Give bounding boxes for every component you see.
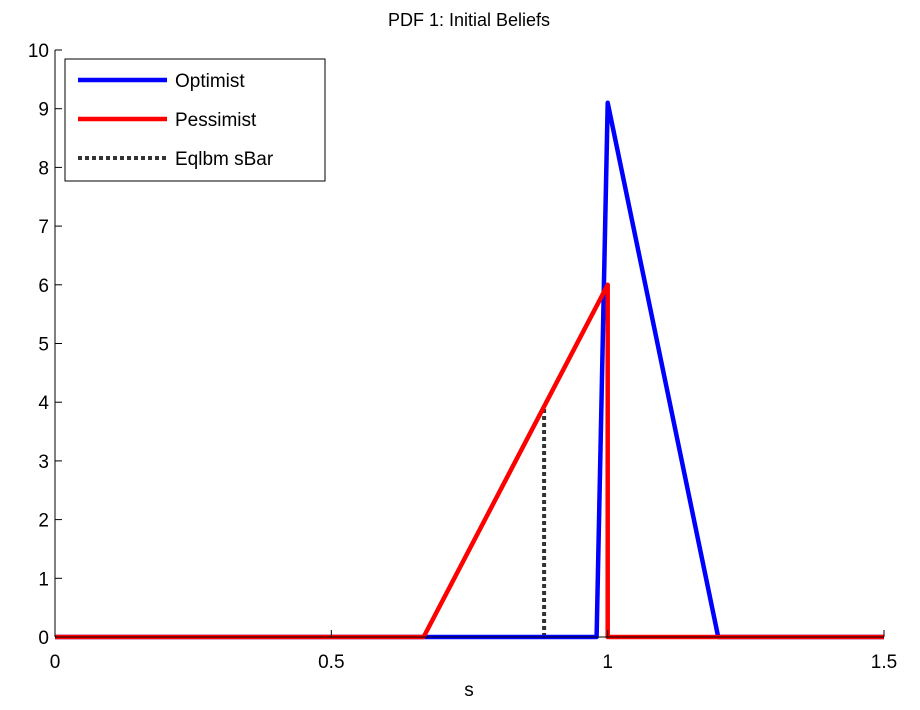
- x-tick-label: 0: [50, 652, 61, 673]
- y-tick-label: 4: [38, 393, 49, 414]
- y-tick-label: 2: [38, 511, 49, 532]
- y-tick-label: 0: [38, 628, 49, 649]
- x-tick-label: 1.5: [871, 652, 897, 673]
- x-tick-label: 0.5: [318, 652, 344, 673]
- y-tick-label: 7: [38, 217, 49, 238]
- y-tick-label: 8: [38, 158, 49, 179]
- y-tick-label: 6: [38, 276, 49, 297]
- y-tick-label: 1: [38, 569, 49, 590]
- y-tick-label: 5: [38, 335, 49, 356]
- y-tick-label: 10: [28, 41, 49, 62]
- legend-label: Eqlbm sBar: [175, 149, 274, 170]
- x-tick-label: 1: [602, 652, 613, 673]
- legend-label: Pessimist: [175, 110, 257, 131]
- legend: Optimist Pessimist Eqlbm sBar: [64, 58, 326, 182]
- y-tick-label: 3: [38, 452, 49, 473]
- legend-label: Optimist: [175, 71, 245, 92]
- x-axis-label: s: [464, 680, 474, 701]
- ticks-layer: 0 0.5 1 1.5 0 1 2 3 4 5 6 7 8 9 10: [28, 41, 897, 673]
- chart-title: PDF 1: Initial Beliefs: [388, 10, 550, 30]
- y-tick-label: 9: [38, 100, 49, 121]
